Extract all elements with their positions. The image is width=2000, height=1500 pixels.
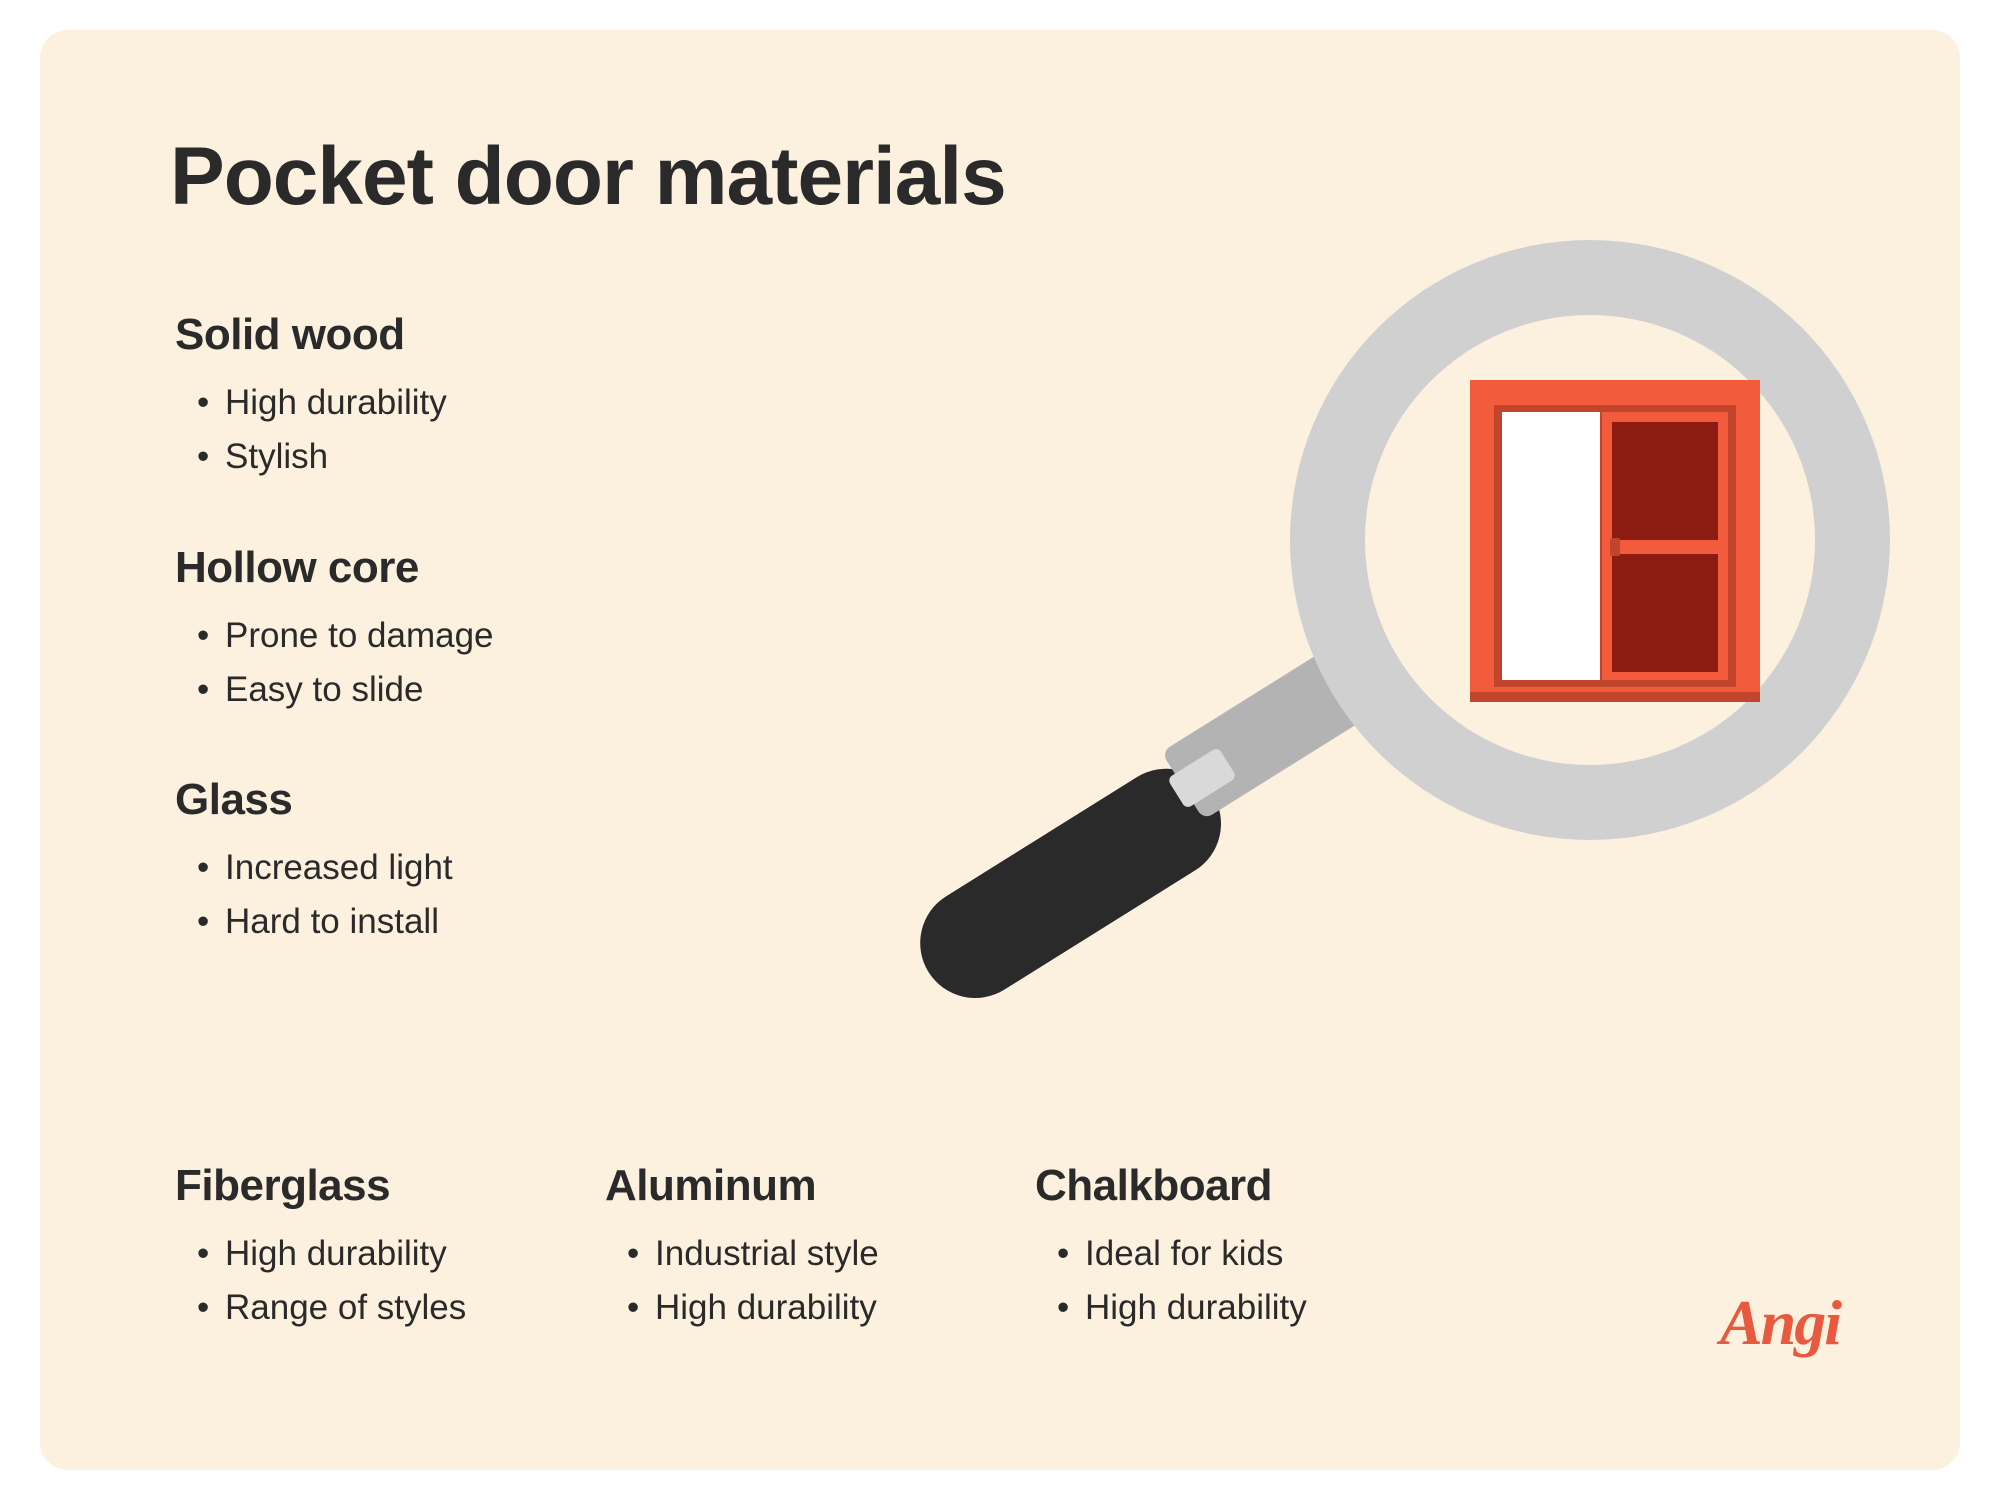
list-item: Easy to slide bbox=[197, 663, 735, 717]
material-list: High durability Range of styles bbox=[175, 1227, 605, 1336]
material-glass: Glass Increased light Hard to install bbox=[175, 775, 735, 950]
list-item: Range of styles bbox=[197, 1281, 605, 1335]
material-list: Prone to damage Easy to slide bbox=[175, 609, 735, 718]
material-list: High durability Stylish bbox=[175, 376, 735, 485]
materials-left-column: Solid wood High durability Stylish Hollo… bbox=[175, 310, 735, 1008]
list-item: High durability bbox=[1057, 1281, 1465, 1335]
material-aluminum: Aluminum Industrial style High durabilit… bbox=[605, 1161, 1035, 1336]
infographic-card: Pocket door materials Solid wood High du… bbox=[40, 30, 1960, 1470]
material-fiberglass: Fiberglass High durability Range of styl… bbox=[175, 1161, 605, 1336]
material-list: Ideal for kids High durability bbox=[1035, 1227, 1465, 1336]
list-item: Prone to damage bbox=[197, 609, 735, 663]
list-item: Increased light bbox=[197, 841, 735, 895]
materials-bottom-row: Fiberglass High durability Range of styl… bbox=[175, 1161, 1465, 1336]
material-heading: Hollow core bbox=[175, 543, 735, 593]
list-item: Industrial style bbox=[627, 1227, 1035, 1281]
list-item: High durability bbox=[627, 1281, 1035, 1335]
magnifying-glass-illustration bbox=[840, 240, 1920, 1020]
brand-logo: Angi bbox=[1720, 1286, 1840, 1360]
material-list: Increased light Hard to install bbox=[175, 841, 735, 950]
page-title: Pocket door materials bbox=[170, 130, 1840, 224]
material-heading: Solid wood bbox=[175, 310, 735, 360]
material-solid-wood: Solid wood High durability Stylish bbox=[175, 310, 735, 485]
list-item: Stylish bbox=[197, 430, 735, 484]
list-item: High durability bbox=[197, 1227, 605, 1281]
material-heading: Fiberglass bbox=[175, 1161, 605, 1211]
material-hollow-core: Hollow core Prone to damage Easy to slid… bbox=[175, 543, 735, 718]
magnifying-glass-icon bbox=[840, 240, 1920, 1020]
list-item: High durability bbox=[197, 376, 735, 430]
material-heading: Glass bbox=[175, 775, 735, 825]
list-item: Hard to install bbox=[197, 895, 735, 949]
list-item: Ideal for kids bbox=[1057, 1227, 1465, 1281]
material-chalkboard: Chalkboard Ideal for kids High durabilit… bbox=[1035, 1161, 1465, 1336]
material-list: Industrial style High durability bbox=[605, 1227, 1035, 1336]
material-heading: Aluminum bbox=[605, 1161, 1035, 1211]
material-heading: Chalkboard bbox=[1035, 1161, 1465, 1211]
